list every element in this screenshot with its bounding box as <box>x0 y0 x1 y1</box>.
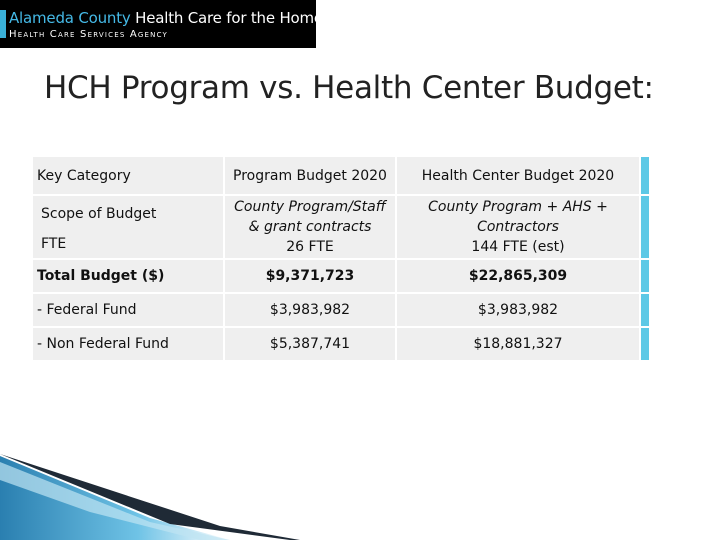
logo-org-text: Health Care for the Homeless <box>135 9 352 27</box>
table-row-total: Total Budget ($) $9,371,723 $22,865,309 <box>31 258 651 294</box>
scope-label-cell: Scope of Budget FTE <box>31 194 225 260</box>
center-scope-line2: Contractors <box>477 219 559 235</box>
table-row-nonfederal: - Non Federal Fund $5,387,741 $18,881,32… <box>31 326 651 362</box>
federal-center-value: $3,983,982 <box>395 292 641 328</box>
nonfederal-program-value: $5,387,741 <box>223 326 397 362</box>
table-row-federal: - Federal Fund $3,983,982 $3,983,982 <box>31 292 651 328</box>
scope-label: Scope of Budget <box>41 206 157 222</box>
logo-accent-bar <box>0 10 6 38</box>
program-scope-cell: County Program/Staff & grant contracts 2… <box>223 194 397 260</box>
accent-cell <box>639 258 651 294</box>
accent-cell <box>639 292 651 328</box>
nonfederal-label: - Non Federal Fund <box>31 326 225 362</box>
program-scope-line2: & grant contracts <box>248 219 372 235</box>
logo-agency-text: Health Care Services Agency <box>9 29 169 40</box>
center-scope-line1: County Program + AHS + <box>428 199 608 215</box>
table-header-row: Key Category Program Budget 2020 Health … <box>31 155 651 196</box>
accent-cell <box>639 194 651 260</box>
table-row-scope: Scope of Budget FTE County Program/Staff… <box>31 194 651 260</box>
fte-label: FTE <box>41 236 67 252</box>
center-fte: 144 FTE (est) <box>471 239 565 255</box>
accent-cell <box>639 326 651 362</box>
total-center-value: $22,865,309 <box>395 258 641 294</box>
program-scope-line1: County Program/Staff <box>234 199 386 215</box>
swoosh-blue-band <box>0 456 230 540</box>
total-program-value: $9,371,723 <box>223 258 397 294</box>
header-health-center-budget: Health Center Budget 2020 <box>395 155 641 196</box>
center-scope-cell: County Program + AHS + Contractors 144 F… <box>395 194 641 260</box>
federal-program-value: $3,983,982 <box>223 292 397 328</box>
logo-title-line: Alameda County Health Care for the Homel… <box>9 9 351 27</box>
budget-table: Key Category Program Budget 2020 Health … <box>31 155 651 362</box>
agency-logo: Alameda County Health Care for the Homel… <box>0 0 351 48</box>
header-program-budget: Program Budget 2020 <box>223 155 397 196</box>
nonfederal-center-value: $18,881,327 <box>395 326 641 362</box>
decorative-swoosh <box>0 454 300 540</box>
header-key-category: Key Category <box>31 155 225 196</box>
slide-title: HCH Program vs. Health Center Budget: <box>44 70 654 106</box>
total-label: Total Budget ($) <box>31 258 225 294</box>
logo-county-text: Alameda County <box>9 9 131 27</box>
accent-cell <box>639 155 651 196</box>
program-fte: 26 FTE <box>286 239 334 255</box>
federal-label: - Federal Fund <box>31 292 225 328</box>
